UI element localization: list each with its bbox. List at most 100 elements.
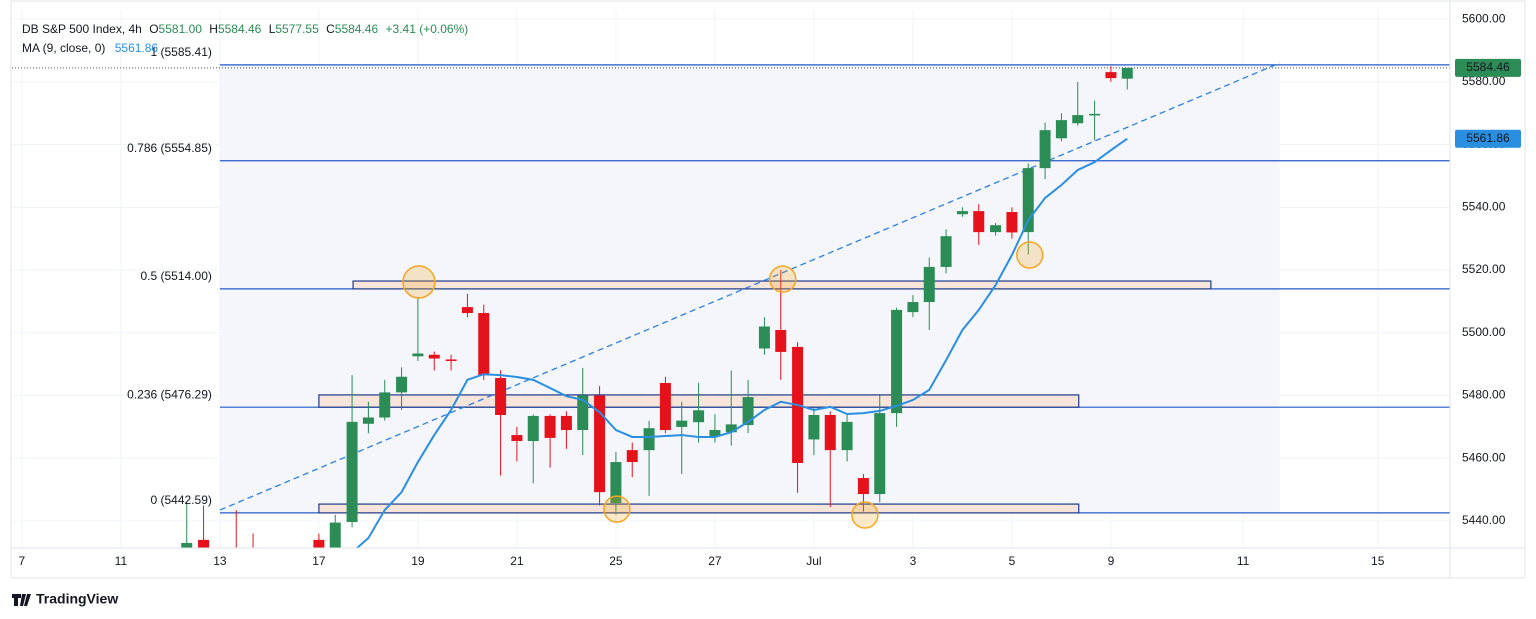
- ma-line: [355, 137, 1128, 548]
- candle-body: [1121, 67, 1133, 79]
- candle-body: [610, 462, 622, 504]
- x-tick-label: 21: [510, 554, 524, 568]
- price-tag-label: 5584.46: [1466, 60, 1510, 74]
- x-tick-label: 11: [115, 554, 128, 568]
- ohlc-value: 5584.46: [218, 22, 262, 36]
- candle-body: [362, 417, 374, 424]
- y-tick-label: 5440.00: [1462, 513, 1506, 527]
- x-tick-label: Jul: [806, 554, 821, 568]
- price-tag: [1455, 58, 1521, 77]
- candle-body: [775, 329, 787, 352]
- indicator-value: 5561.86: [115, 41, 159, 55]
- candle-body: [626, 450, 638, 463]
- candle-body: [643, 428, 655, 451]
- candle-body: [198, 539, 210, 548]
- candle-body: [478, 313, 490, 376]
- trend-line: [219, 62, 1280, 511]
- fib-label: 0 (5442.59): [151, 493, 212, 507]
- candle-body: [560, 415, 572, 431]
- ohlc-key: O: [149, 22, 158, 36]
- candle-body: [412, 353, 424, 357]
- fib-label: 0.5 (5514.00): [141, 269, 212, 283]
- indicator: MA (9, close, 0): [22, 41, 105, 55]
- candle-body: [956, 211, 968, 215]
- candle-body: [923, 266, 935, 303]
- brand-logo: TradingView: [12, 591, 118, 607]
- price-tag: [1455, 129, 1521, 148]
- y-tick-label: 5540.00: [1462, 199, 1506, 213]
- zone: [352, 280, 1212, 290]
- candle-body: [313, 539, 325, 548]
- candle-body: [940, 236, 952, 267]
- ohlc-key: C: [326, 22, 335, 36]
- candle-body: [527, 415, 539, 442]
- x-tick-label: 5: [1009, 554, 1016, 568]
- highlight: [603, 495, 631, 523]
- y-tick-label: 5460.00: [1462, 450, 1506, 464]
- ohlc-value: 5581.00: [159, 22, 203, 36]
- candle-body: [1006, 212, 1018, 233]
- y-tick-label: 5520.00: [1462, 262, 1506, 276]
- candle-body: [841, 421, 853, 451]
- candle-body: [1039, 130, 1051, 169]
- x-tick-label: 3: [910, 554, 917, 568]
- candle-body: [907, 302, 919, 313]
- candle-body: [824, 414, 836, 451]
- candle-body: [396, 376, 408, 393]
- candle-body: [445, 359, 457, 361]
- candle-body: [857, 478, 869, 495]
- candle-body: [742, 397, 754, 426]
- fib-label: 1 (5585.41): [151, 45, 212, 59]
- candle-body: [1105, 72, 1117, 79]
- candle-body: [461, 307, 473, 314]
- candle-body: [1055, 120, 1067, 139]
- candle-body: [874, 413, 886, 495]
- axes: 5440.00 5460.00 5480.00 5500.00 5520.00 5540.…: [19, 11, 1521, 568]
- candle-body: [1072, 115, 1084, 124]
- zone: [318, 503, 1080, 514]
- legend-header: DB S&P 500 Index, 4h O5581.00 H5584.46 L…: [22, 22, 468, 36]
- logo-mark: [12, 594, 31, 606]
- plot-area: [12, 62, 1450, 548]
- y-tick-label: 5500.00: [1462, 325, 1506, 339]
- candle-body: [577, 395, 589, 431]
- x-tick-label: 25: [609, 554, 623, 568]
- x-tick-label: 11: [1237, 554, 1250, 568]
- price-tag-label: 5561.86: [1466, 131, 1510, 145]
- ohlc-value: 5577.55: [275, 22, 319, 36]
- x-tick-label: 19: [411, 554, 425, 568]
- candle-body: [676, 420, 688, 427]
- change: +3.41 (+0.06%): [386, 22, 469, 36]
- fib-label: 0.236 (5476.29): [127, 387, 212, 401]
- ohlc-key: L: [269, 22, 276, 36]
- candle-body: [659, 382, 671, 431]
- highlight: [1015, 241, 1044, 269]
- highlight: [768, 265, 797, 293]
- x-tick-label: 7: [19, 554, 26, 568]
- x-tick-label: 9: [1108, 554, 1115, 568]
- brand: TradingView: [36, 591, 118, 607]
- plot-back: [12, 10, 1450, 548]
- candle-body: [329, 522, 341, 548]
- candle-body: [181, 542, 193, 548]
- candle-body: [725, 424, 737, 433]
- candle-body: [544, 415, 556, 438]
- y-tick-label: 5580.00: [1462, 74, 1506, 88]
- x-tick-label: 15: [1371, 554, 1385, 568]
- candle-body: [511, 435, 523, 442]
- candle-body: [693, 410, 705, 423]
- candle-body: [346, 421, 358, 522]
- y-tick-label: 5600.00: [1462, 11, 1506, 25]
- x-tick-label: 17: [312, 554, 326, 568]
- symbol: DB S&P 500 Index, 4h: [22, 22, 142, 36]
- candle-body: [594, 395, 606, 493]
- candle-body: [990, 225, 1002, 233]
- ohlc-key: H: [209, 22, 218, 36]
- candle-body: [891, 309, 903, 414]
- y-tick-label: 5480.00: [1462, 388, 1506, 402]
- highlight: [402, 265, 436, 299]
- candle-body: [428, 354, 440, 359]
- candle-body: [973, 211, 985, 233]
